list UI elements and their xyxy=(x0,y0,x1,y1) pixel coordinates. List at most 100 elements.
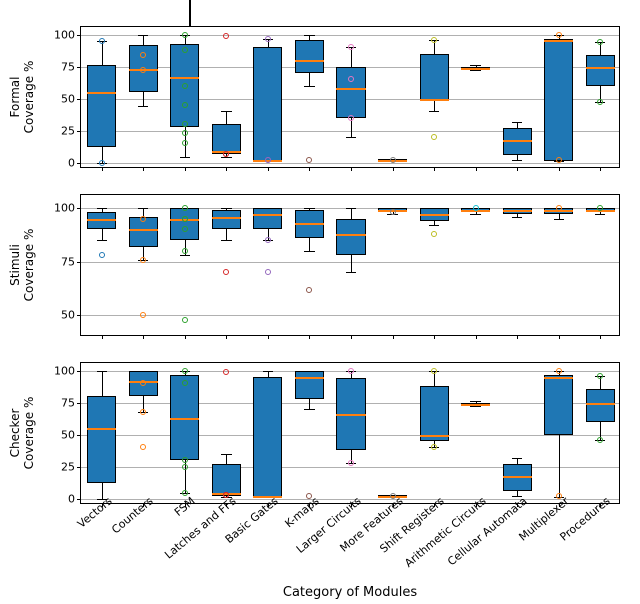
xtick-mark xyxy=(226,335,227,339)
whisker xyxy=(351,208,352,219)
ylabel: CheckerCoverage % xyxy=(9,363,37,503)
outlier xyxy=(140,380,146,386)
box xyxy=(544,375,573,435)
outlier xyxy=(597,373,603,379)
box xyxy=(253,47,282,161)
cap xyxy=(304,208,314,209)
outlier xyxy=(306,287,312,293)
median xyxy=(420,99,449,101)
cap xyxy=(429,225,439,226)
box xyxy=(295,371,324,399)
xtick-mark xyxy=(309,335,310,339)
outlier xyxy=(431,444,437,450)
outlier xyxy=(348,460,354,466)
ytick-label: 25 xyxy=(61,460,81,473)
xtick-mark xyxy=(434,167,435,171)
xtick-mark xyxy=(393,335,394,339)
outlier xyxy=(348,115,354,121)
box xyxy=(295,40,324,73)
cap xyxy=(470,406,480,407)
outlier xyxy=(556,205,562,211)
outlier xyxy=(265,36,271,42)
outlier xyxy=(265,237,271,243)
median xyxy=(420,435,449,437)
cap xyxy=(304,251,314,252)
ytick-label: 0 xyxy=(68,492,81,505)
outlier xyxy=(348,76,354,82)
xtick-mark xyxy=(268,335,269,339)
box xyxy=(212,210,241,229)
whisker xyxy=(559,435,560,498)
whisker xyxy=(309,73,310,86)
xtick-label: Latches and FFs xyxy=(163,494,239,561)
median xyxy=(253,214,282,216)
cap xyxy=(554,219,564,220)
xtick-label: Counters xyxy=(109,494,155,536)
median xyxy=(295,223,324,225)
cap xyxy=(346,137,356,138)
outlier xyxy=(182,140,188,146)
median xyxy=(544,40,573,42)
grid-line xyxy=(81,131,619,132)
xtick-mark xyxy=(351,335,352,339)
ytick-label: 75 xyxy=(61,60,81,73)
outlier xyxy=(348,368,354,374)
outlier xyxy=(182,464,188,470)
outlier xyxy=(182,226,188,232)
cap xyxy=(180,157,190,158)
xtick-mark xyxy=(517,167,518,171)
ytick-label: 50 xyxy=(61,92,81,105)
grid-line xyxy=(81,262,619,263)
whisker xyxy=(226,111,227,124)
outlier xyxy=(182,130,188,136)
xtick-mark xyxy=(476,335,477,339)
median xyxy=(336,414,365,416)
top-spine xyxy=(189,0,191,26)
median xyxy=(212,217,241,219)
median xyxy=(503,210,532,212)
whisker xyxy=(143,35,144,45)
xtick-mark xyxy=(268,167,269,171)
box xyxy=(170,208,199,240)
cap xyxy=(304,409,314,410)
cap xyxy=(346,208,356,209)
box xyxy=(336,219,365,256)
outlier xyxy=(182,83,188,89)
whisker xyxy=(102,41,103,65)
median xyxy=(87,428,116,430)
box xyxy=(87,212,116,229)
box xyxy=(253,377,282,497)
median xyxy=(586,67,615,69)
cap xyxy=(138,208,148,209)
outlier xyxy=(431,231,437,237)
ytick-label: 25 xyxy=(61,124,81,137)
outlier xyxy=(473,205,479,211)
box xyxy=(253,208,282,230)
ytick-label: 100 xyxy=(54,201,81,214)
outlier xyxy=(223,369,229,375)
outlier xyxy=(140,257,146,263)
xtick-mark xyxy=(476,167,477,171)
median xyxy=(461,404,490,406)
grid-line xyxy=(81,315,619,316)
cap xyxy=(180,255,190,256)
median xyxy=(295,377,324,379)
outlier xyxy=(182,102,188,108)
cap xyxy=(304,35,314,36)
cap xyxy=(304,86,314,87)
cap xyxy=(97,240,107,241)
whisker xyxy=(102,483,103,498)
xtick-mark xyxy=(226,167,227,171)
cap xyxy=(512,217,522,218)
cap xyxy=(263,371,273,372)
cap xyxy=(138,106,148,107)
outlier xyxy=(223,33,229,39)
median xyxy=(503,140,532,142)
median xyxy=(170,77,199,79)
ytick-label: 75 xyxy=(61,396,81,409)
outlier xyxy=(182,47,188,53)
xtick-mark xyxy=(185,335,186,339)
outlier xyxy=(182,121,188,127)
xtick-mark xyxy=(351,167,352,171)
xtick-mark xyxy=(143,167,144,171)
